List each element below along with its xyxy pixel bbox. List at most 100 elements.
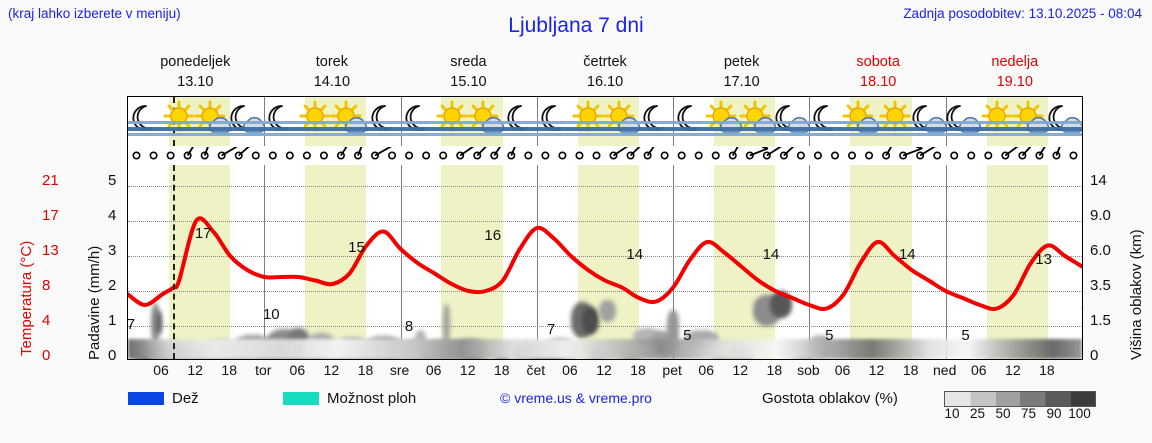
day-name: torek [315,54,348,70]
day-separator [536,165,538,359]
x-tick-label: 18 [221,362,237,378]
day-header-čet: četrtek 16.10 [537,52,674,94]
precipitation-tick-label: 1 [108,312,117,329]
x-tick-label: tor [255,362,272,378]
precipitation-tick-label: 5 [108,172,117,189]
temperature-value-label: 7 [546,321,556,339]
gridline [128,221,1082,222]
day-header-tor: torek 14.10 [264,52,401,94]
precipitation-tick-label: 0 [108,347,117,364]
wind-barb-row [128,147,1082,164]
gridline [128,256,1082,257]
temperature-value-label: 5 [825,326,834,344]
showers-legend-swatch [283,392,319,405]
day-name: petek [723,54,760,70]
cloud-density-tick: 25 [969,406,986,421]
cloud-density-legend-title: Gostota oblakov (%) [762,390,898,407]
temperature-value-label: 17 [194,225,212,242]
copyright-link[interactable]: © vreme.us & vreme.pro [500,390,652,406]
x-tick-label: 12 [868,362,885,378]
wind-barbs [132,147,1078,160]
x-tick-label: 06 [698,362,714,378]
day-name: sreda [450,54,487,70]
day-header-sre: sreda 15.10 [400,52,537,94]
location-menu-note[interactable]: (kraj lahko izberete v meniju) [8,6,181,21]
low-cloud-deck [128,339,1082,359]
gridline [128,326,1082,327]
x-tick-label: 06 [562,362,578,378]
cloud-density-blob [150,302,160,344]
cloud-height-tick-label: 1.5 [1090,312,1111,329]
forecast-plot[interactable]: 7 17 10 15 8 16 7 14 5 14 5 14 5 13 10 [127,96,1083,360]
day-separator [400,165,402,359]
x-tick-label: 12 [459,362,476,378]
day-date: 16.10 [586,74,624,90]
isobar-line [128,133,1082,136]
temperature-curve [128,216,1082,311]
rain-legend-label: Dež [172,390,199,407]
cloud-height-tick-label: 9.0 [1090,207,1111,224]
temperature-value-label: 5 [961,326,970,344]
x-tick-label: 18 [357,362,374,378]
gridline [128,186,1082,187]
x-tick-label: 12 [732,362,749,378]
cloud-density-blob [156,311,163,334]
weather-icon-sun [875,100,915,142]
temperature-tick-label: 13 [42,242,59,259]
weather-icon-sun [159,100,199,142]
temperature-value-label: 14 [898,246,916,263]
temperature-value-label: 15 [348,239,365,256]
chart-plot-area[interactable]: 7 17 10 15 8 16 7 14 5 14 5 14 5 13 10 [128,165,1082,359]
rain-legend-swatch [128,392,164,405]
day-date: 14.10 [313,74,351,90]
weather-icon-sun [977,100,1017,142]
x-tick-label: ned [933,362,957,378]
temperature-value-label: 5 [683,326,692,344]
weather-icon-strip [128,97,1082,146]
cloud-density-blob [769,291,793,319]
x-tick-label: 12 [596,362,612,378]
day-name: nedelja [991,54,1039,70]
temperature-value-label: 10 [262,305,280,323]
day-separator [673,165,675,359]
temperature-value-label: 7 [128,316,136,333]
cloud-density-tick: 10 [944,406,960,421]
day-date: 13.10 [177,74,214,90]
x-tick-label: 18 [902,362,919,378]
cloud-height-tick-label: 6.0 [1090,242,1111,259]
x-tick-label: 18 [493,362,510,378]
x-tick-label: čet [526,362,546,378]
cloud-density-blob [599,299,617,323]
day-date: 17.10 [723,74,760,90]
cloud-density-tick: 100 [1068,406,1091,421]
day-separator [809,165,811,359]
cloud-height-tick-label: 14 [1090,172,1107,189]
current-time-marker [173,165,176,359]
day-separator [264,165,266,359]
x-tick-label: 06 [834,362,851,378]
x-tick-label: 12 [187,362,203,378]
day-header-ned: nedelja 19.10 [946,52,1083,94]
day-name: ponedeljek [160,54,231,70]
x-tick-label: 18 [1039,362,1055,378]
day-header-pon: ponedeljek 13.10 [127,52,264,94]
temperature-value-label: 14 [762,246,780,263]
cloud-density-blob [667,310,679,342]
cloud-density-tick: 50 [995,406,1011,421]
temperature-tick-label: 4 [42,312,51,329]
cloud-density-blob [443,303,450,345]
cloud-density-tick: 90 [1046,406,1062,421]
day-date: 19.10 [996,74,1033,90]
temperature-value-label: 16 [484,226,502,244]
temperature-value-label: 8 [404,317,414,335]
temperature-tick-label: 8 [42,277,51,294]
precipitation-axis-title: Padavine (mm/h) [86,245,103,360]
day-date: 15.10 [450,74,487,90]
temperature-value-label: 14 [626,246,644,263]
weather-icon-sun [432,100,472,142]
x-tick-label: 12 [323,362,340,378]
showers-legend-label: Možnost ploh [327,390,417,407]
x-tick-label: 06 [970,362,987,378]
x-tick-label: 06 [425,362,442,378]
day-header-pet: petek 17.10 [673,52,810,94]
